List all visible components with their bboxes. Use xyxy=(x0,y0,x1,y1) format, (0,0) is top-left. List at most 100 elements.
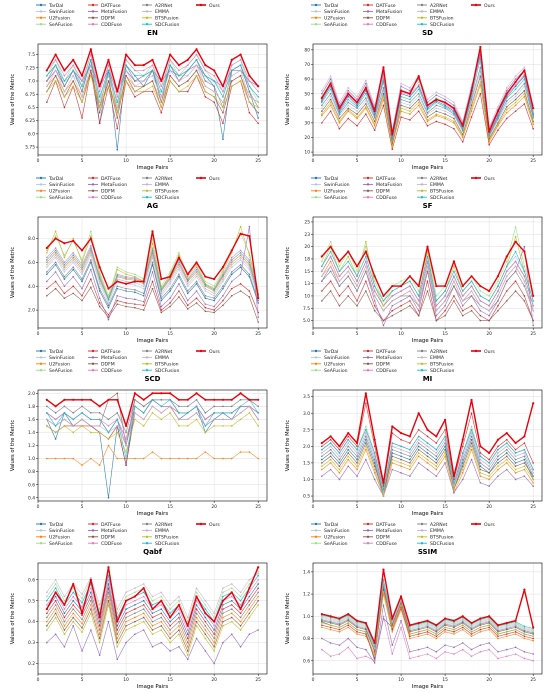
data-point xyxy=(178,261,180,264)
data-point xyxy=(186,74,189,77)
y-axis-label: Values of the Metric xyxy=(285,74,291,126)
data-point xyxy=(391,136,394,139)
tick-label-x: 25 xyxy=(255,158,261,164)
data-point xyxy=(365,648,367,651)
legend-label: Ours xyxy=(484,522,495,528)
data-point xyxy=(195,273,198,276)
tick-label-y: 1.2 xyxy=(28,443,35,449)
data-point xyxy=(160,289,163,291)
data-point xyxy=(239,392,242,395)
tick-label-y: 6.0 xyxy=(28,260,35,266)
data-point xyxy=(497,300,499,302)
data-point xyxy=(63,261,66,264)
data-point xyxy=(391,138,394,140)
data-point xyxy=(107,74,110,77)
data-point xyxy=(321,98,323,101)
data-point xyxy=(213,633,215,636)
data-point xyxy=(72,612,75,615)
data-point xyxy=(338,107,341,110)
data-point xyxy=(169,641,171,644)
legend-label: MetaFusion xyxy=(376,182,402,188)
data-point xyxy=(195,266,198,268)
data-point xyxy=(257,96,259,98)
data-point xyxy=(257,629,259,631)
data-point xyxy=(195,74,198,77)
data-point xyxy=(417,448,420,451)
data-point xyxy=(426,116,429,118)
data-point xyxy=(532,481,534,484)
tick-label-x: 10 xyxy=(123,504,129,510)
data-point xyxy=(239,616,242,619)
data-point xyxy=(391,468,394,471)
data-point xyxy=(90,235,92,237)
data-point xyxy=(453,265,455,268)
data-point xyxy=(444,106,446,108)
data-point xyxy=(116,299,119,302)
data-point xyxy=(54,604,57,606)
data-point xyxy=(426,626,429,629)
data-point xyxy=(248,405,251,408)
data-point xyxy=(222,280,224,283)
data-point xyxy=(435,284,438,288)
data-point xyxy=(514,472,517,474)
data-point xyxy=(125,297,127,299)
data-point xyxy=(356,445,358,448)
data-point xyxy=(204,303,207,305)
legend-marker xyxy=(474,349,478,353)
data-point xyxy=(505,92,508,95)
data-point xyxy=(222,138,224,140)
legend-label: Ours xyxy=(209,3,220,9)
data-point xyxy=(186,279,189,282)
data-point xyxy=(461,127,464,130)
tick-label-x: 0 xyxy=(37,677,40,683)
chart-panel-ag: TarDal SwinFusion U2Fusion SeAFusion DATFuse… xyxy=(0,173,275,346)
legend-label: SeAFusion xyxy=(324,22,348,28)
data-point xyxy=(98,305,101,308)
data-point xyxy=(453,622,455,624)
legend-label: Ours xyxy=(484,176,495,182)
data-point xyxy=(356,468,358,471)
data-point xyxy=(222,106,224,109)
data-point xyxy=(479,445,482,448)
legend-entry: DDFM xyxy=(363,535,390,541)
data-point xyxy=(373,305,376,307)
data-point xyxy=(204,616,207,619)
data-point xyxy=(178,254,180,256)
data-point xyxy=(213,309,215,311)
data-point xyxy=(321,107,323,110)
data-point xyxy=(497,462,499,464)
data-point xyxy=(46,412,48,414)
data-point xyxy=(72,256,75,259)
data-point xyxy=(408,624,411,627)
tick-label-x: 10 xyxy=(398,504,404,510)
data-point xyxy=(63,645,66,648)
data-point xyxy=(365,82,367,85)
data-point xyxy=(230,294,233,297)
data-point xyxy=(435,319,438,322)
data-point xyxy=(461,621,464,623)
legend-label: SwinFusion xyxy=(324,182,350,188)
data-point xyxy=(81,606,83,608)
data-point xyxy=(248,591,251,594)
tick-label-y: 15 xyxy=(304,269,310,275)
data-point xyxy=(435,309,438,312)
data-point xyxy=(186,425,189,427)
data-point xyxy=(400,462,402,464)
legend-entry: MetaFusion xyxy=(88,182,127,188)
data-point xyxy=(523,300,526,302)
tick-label-x: 5 xyxy=(356,158,359,164)
data-point xyxy=(186,275,189,278)
data-point xyxy=(46,249,48,252)
data-point xyxy=(488,485,490,487)
data-point xyxy=(213,74,215,77)
data-point xyxy=(321,89,323,92)
data-point xyxy=(453,623,455,625)
data-point xyxy=(364,86,367,89)
series-ddfm xyxy=(46,599,259,652)
data-point xyxy=(195,587,198,589)
data-point xyxy=(347,624,350,626)
data-point xyxy=(239,64,242,66)
data-point xyxy=(213,294,215,297)
data-point xyxy=(204,90,207,93)
data-point xyxy=(426,428,429,431)
